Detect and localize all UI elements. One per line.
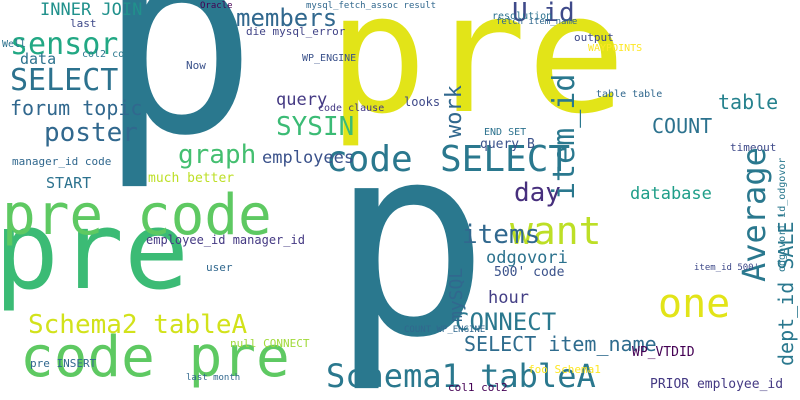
cloud-word: Average <box>735 147 773 282</box>
cloud-word: SELECT <box>440 139 571 180</box>
cloud-word: PRIOR employee_id <box>650 377 784 392</box>
cloud-word: day <box>514 178 561 208</box>
cloud-word: INNER JOIN <box>40 0 143 20</box>
cloud-word: table <box>718 90 779 114</box>
cloud-word: WP_VTDID <box>632 345 695 360</box>
cloud-word: SELECT item_name <box>464 332 657 356</box>
cloud-word: Schema2 tableA <box>28 310 248 340</box>
cloud-word: pre code <box>2 183 272 248</box>
cloud-word: Well <box>2 39 27 50</box>
cloud-word: Now <box>186 59 206 72</box>
cloud-word: sensor <box>10 27 119 62</box>
cloud-word: foo Schema1 <box>528 363 601 376</box>
cloud-word: COUNT <box>652 114 713 138</box>
cloud-word: null CONNECT <box>230 337 310 350</box>
cloud-word: employees <box>262 148 355 168</box>
cloud-word: END SET <box>484 127 527 138</box>
cloud-word: die mysql_error <box>246 25 346 38</box>
cloud-word: manager_id code <box>12 155 112 168</box>
cloud-word: poster <box>44 118 138 148</box>
cloud-word: pre INSERT <box>30 357 97 370</box>
cloud-word: odgovori <box>486 248 568 268</box>
cloud-word: want <box>510 209 602 253</box>
cloud-word: SYSIN <box>276 112 355 142</box>
cloud-word: code clause <box>318 103 385 114</box>
cloud-word: graph <box>178 140 257 170</box>
cloud-word: U id <box>512 0 575 28</box>
cloud-word: item_id <box>547 73 582 200</box>
cloud-word: Schema1 tableA <box>326 357 596 395</box>
cloud-word: pre <box>328 0 627 150</box>
cloud-word: item_id 500' <box>694 263 760 273</box>
cloud-word: employee_id manager_id <box>146 233 305 247</box>
cloud-word: members <box>236 4 338 32</box>
cloud-word: col2 colN <box>82 49 137 60</box>
cloud-word: much better <box>148 171 235 186</box>
cloud-word: table table <box>596 89 663 100</box>
cloud-word: fetch item_name <box>496 17 578 27</box>
cloud-word: data <box>20 50 57 68</box>
cloud-word: p <box>330 88 490 396</box>
cloud-word: database <box>630 184 712 204</box>
cloud-word: CONNECT <box>455 308 557 336</box>
cloud-word: forum topic <box>10 96 143 120</box>
cloud-word: query B <box>480 137 535 152</box>
cloud-word: work <box>442 85 467 138</box>
cloud-word: last month <box>186 373 241 383</box>
cloud-word: code <box>326 139 413 180</box>
cloud-word: mySQL <box>446 267 467 322</box>
cloud-word: 500' code <box>494 265 565 280</box>
cloud-word: START <box>46 174 92 192</box>
cloud-word: COUNT WP_ENGINE <box>404 325 486 335</box>
cloud-word: col1 col2 <box>448 381 508 394</box>
cloud-word: last <box>70 17 97 30</box>
cloud-word: mysql_fetch_assoc result <box>306 1 437 11</box>
cloud-word: looks <box>404 95 441 109</box>
cloud-word: output <box>574 31 614 44</box>
cloud-word: timeout <box>730 141 777 154</box>
cloud-word: items <box>462 220 541 250</box>
cloud-word: p <box>98 0 258 194</box>
cloud-word: one <box>658 281 731 327</box>
cloud-word: user <box>206 261 233 274</box>
cloud-word: Oracle <box>200 1 233 11</box>
cloud-word: code pre <box>20 325 290 390</box>
cloud-word: odgovori id_odgovor <box>777 157 788 272</box>
cloud-word: resolution <box>492 11 553 22</box>
cloud-word: WAYPOINTS <box>588 43 643 54</box>
cloud-word: hour <box>488 288 529 308</box>
cloud-word: WP_ENGINE <box>302 53 357 64</box>
cloud-word: query <box>276 90 328 110</box>
cloud-word: SELECT <box>10 63 119 98</box>
cloud-word: pre <box>0 189 190 314</box>
